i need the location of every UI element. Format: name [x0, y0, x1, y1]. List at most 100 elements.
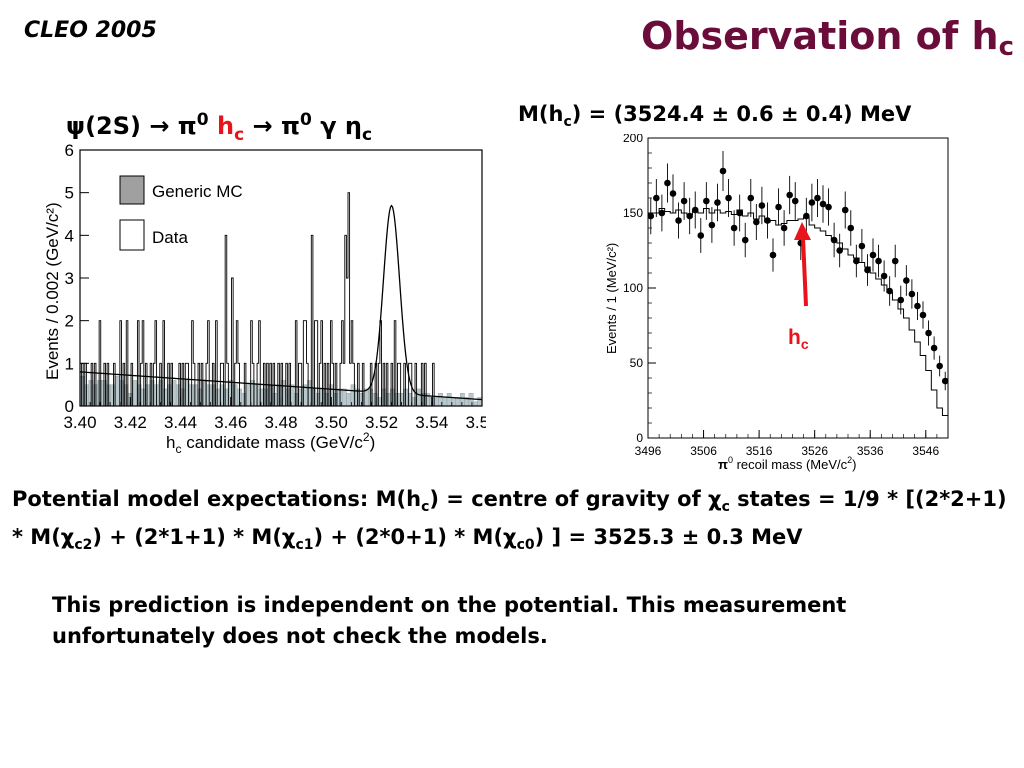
data-point: [791, 197, 799, 205]
data-point: [930, 344, 938, 352]
data-point: [758, 202, 766, 209]
data-point: [908, 290, 916, 298]
data-point: [730, 224, 738, 232]
data-point: [664, 179, 671, 187]
mc-bar: [114, 375, 120, 407]
mass-result: M(hc) = (3524.4 ± 0.6 ± 0.4) MeV: [518, 102, 912, 131]
hc-arrow-icon: [801, 237, 808, 307]
x-tick-label: 3516: [746, 444, 773, 458]
data-point: [897, 296, 905, 304]
data-point: [941, 377, 949, 385]
data-point: [903, 277, 910, 284]
decay-sup1: 0: [196, 110, 209, 130]
data-point: [847, 224, 855, 232]
mc-histogram-line: [648, 208, 948, 416]
x-tick-label: 3496: [635, 444, 662, 458]
mc-bar: [241, 392, 247, 407]
y-tick-label: 0: [65, 397, 74, 416]
y-tick-label: 100: [623, 281, 643, 295]
mc-bar: [162, 388, 168, 407]
y-tick-label: 200: [623, 134, 643, 145]
legend-mc-label: Generic MC: [152, 182, 243, 201]
data-point: [647, 212, 655, 220]
data-point: [653, 194, 660, 202]
x-tick-label: 3.56: [465, 413, 486, 432]
x-tick-label: 3.50: [315, 413, 348, 432]
mc-bar: [376, 397, 382, 407]
mc-bar: [175, 384, 181, 407]
data-point: [936, 362, 943, 370]
mc-bar: [293, 392, 299, 407]
potential-model-paragraph: Potential model expectations: M(hc) = ce…: [12, 487, 1007, 554]
mc-bar: [92, 384, 98, 407]
decay-psi: ψ: [66, 112, 86, 140]
y-tick-label: 5: [65, 184, 74, 203]
data-point: [919, 311, 927, 319]
mc-bar: [79, 375, 85, 407]
data-point: [880, 272, 888, 280]
hc-candidate-mass-chart: 3.40 3.42 3.44 3.46 3.48 3.50 3.52 3.54 3.56 0 1 2…: [43, 141, 486, 456]
mc-bar: [97, 380, 103, 407]
data-point: [825, 203, 832, 211]
x-tick-label: 3.40: [63, 413, 96, 432]
conference-label: CLEO 2005: [24, 18, 157, 43]
x-tick-label: 3536: [857, 444, 884, 458]
data-point: [753, 218, 760, 226]
decay-eta-sub: c: [361, 124, 373, 145]
data-point: [891, 257, 899, 265]
mc-bar: [398, 392, 404, 407]
data-point: [691, 206, 699, 214]
data-point: [858, 242, 866, 250]
data-point: [786, 191, 793, 199]
y-tick-label: 2: [65, 312, 74, 331]
legend-data-swatch: [119, 219, 145, 251]
y-tick-label: 0: [636, 431, 643, 445]
mc-bar: [416, 388, 422, 407]
mc-bar: [346, 392, 352, 407]
data-point: [764, 217, 771, 224]
prediction-note-paragraph: This prediction is independent on the po…: [52, 593, 847, 648]
data-point: [736, 209, 743, 217]
mc-bar: [363, 388, 369, 407]
mc-bar: [140, 388, 146, 407]
mc-bar: [215, 388, 221, 407]
pi0-recoil-mass-chart: 3496 3506 3516 3526 3536 3546 0 50 100 150 200 hc…: [604, 134, 949, 472]
title-subscript: c: [998, 32, 1014, 62]
mc-bar: [197, 388, 203, 407]
data-point: [703, 197, 710, 205]
x-tick-label: 3.54: [415, 413, 448, 432]
mc-bar: [263, 388, 269, 407]
data-point: [769, 251, 777, 259]
data-point: [658, 209, 666, 217]
data-point: [686, 212, 693, 220]
y-axis-label: Events / 0.002 (GeV/c²): [43, 202, 62, 380]
mc-bar: [381, 388, 387, 407]
data-point: [780, 224, 788, 232]
y-axis-ticks: 0 50 100 150 200: [623, 134, 656, 445]
x-axis-ticks: 3.40 3.42 3.44 3.46 3.48 3.50 3.52 3.54 3.56: [63, 397, 486, 432]
y-tick-label: 6: [65, 141, 74, 160]
decay-part1: (2S) → π: [85, 112, 197, 140]
data-point: [697, 232, 705, 239]
data-point: [814, 194, 821, 202]
data-point: [741, 236, 749, 244]
mc-bar: [455, 397, 461, 407]
data-point: [775, 203, 782, 211]
data-point: [669, 190, 677, 197]
data-point: [869, 251, 877, 259]
mc-bar: [258, 388, 264, 407]
decay-chain-label: ψ(2S) → π0 hc → π0 γ ηc: [66, 110, 372, 145]
data-point: [675, 217, 682, 224]
data-point: [841, 206, 849, 214]
mc-bar: [341, 388, 347, 407]
x-axis-label: hc candidate mass (GeV/c2): [166, 430, 375, 456]
y-tick-label: 50: [630, 356, 644, 370]
data-point: [714, 199, 721, 206]
x-axis-ticks: 3496 3506 3516 3526 3536 3546: [635, 430, 949, 458]
data-point: [819, 200, 827, 208]
mc-bar: [280, 380, 286, 407]
data-point: [925, 329, 932, 337]
title-text: Observation of h: [641, 14, 999, 58]
mc-bar: [411, 397, 417, 407]
mc-bar: [459, 392, 465, 407]
